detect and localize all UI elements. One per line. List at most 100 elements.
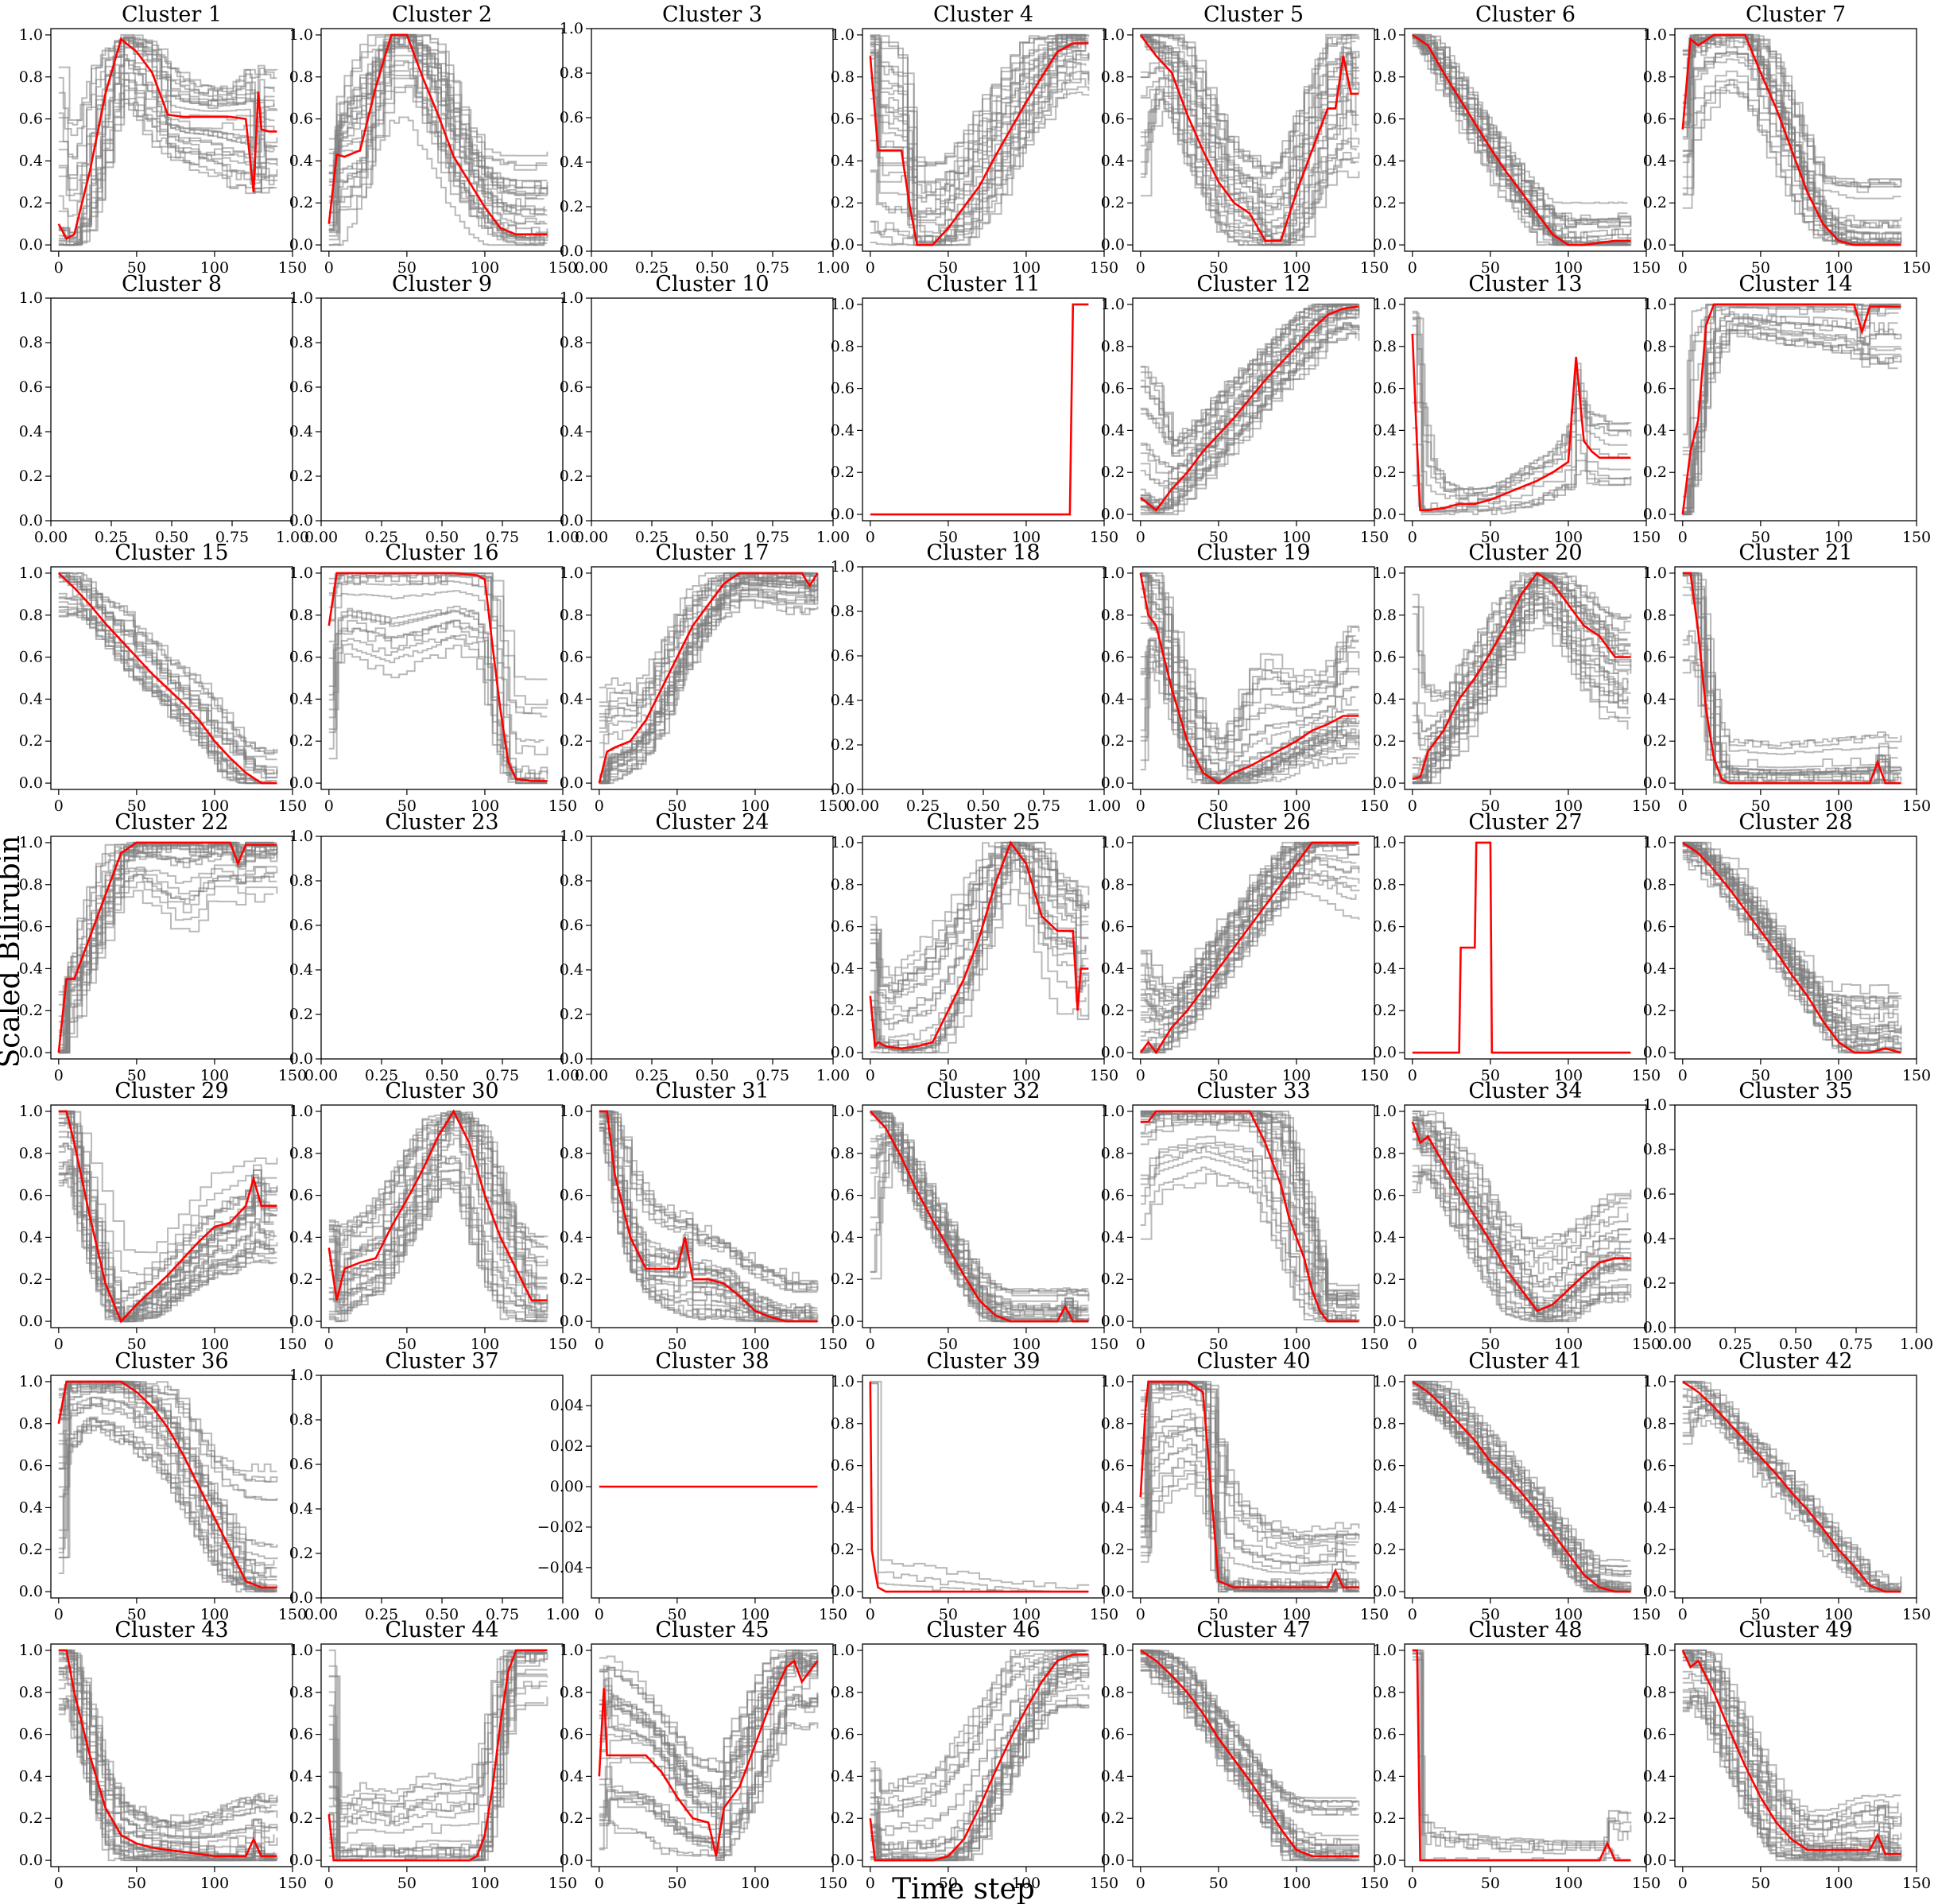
x-tick-label: 50: [668, 1875, 687, 1892]
y-tick-label: 0.4: [1101, 690, 1125, 708]
y-tick-label: 1.0: [1101, 1103, 1125, 1120]
member-trajectory: [58, 572, 275, 755]
panel-title: Cluster 23: [385, 810, 498, 835]
x-tick-label: 50: [1209, 1336, 1228, 1353]
y-tick-label: 0.8: [1373, 1415, 1397, 1433]
x-tick-label: 150: [819, 797, 847, 815]
y-tick-label: 0.2: [560, 1006, 583, 1023]
centroid-line: [1412, 33, 1631, 246]
panel-frame: [320, 297, 564, 522]
panel-frame: [1132, 836, 1375, 1060]
trajectories: [1412, 1380, 1632, 1593]
centroid-line: [328, 572, 548, 782]
member-trajectory: [1140, 98, 1359, 246]
y-tick-label: 0.0: [1373, 236, 1397, 254]
y-tick-label: 0.6: [19, 1457, 43, 1475]
panel-cluster-46: 0 50 100 150 0.0 0.2 0.4 0.6 0.8 1.0 Cluster 46: [831, 1618, 1118, 1892]
member-trajectory: [1682, 572, 1898, 769]
member-trajectory: [58, 606, 274, 785]
y-tick-label: 0.6: [831, 380, 855, 397]
x-tick-label: 50: [1209, 1067, 1228, 1084]
y-tick-label: 0.8: [289, 607, 313, 624]
member-trajectory: [328, 86, 545, 246]
trajectories: [1412, 1649, 1632, 1862]
y-tick-label: 0.8: [19, 1684, 43, 1701]
member-trajectory: [1140, 661, 1359, 785]
x-tick-label: 150: [1632, 1067, 1661, 1084]
y-tick-label: 1.0: [1643, 834, 1667, 851]
y-tick-label: 0.4: [289, 1228, 313, 1246]
member-trajectory: [1682, 572, 1898, 755]
panel-cluster-47: 0 50 100 150 0.0 0.2 0.4 0.6 0.8 1.0 Cluster 47: [1101, 1618, 1389, 1892]
member-trajectory: [328, 1155, 548, 1312]
member-trajectory: [1412, 33, 1628, 222]
panel-title: Cluster 27: [1468, 810, 1582, 835]
trajectories: [598, 572, 819, 785]
member-trajectory: [1140, 1391, 1359, 1588]
y-tick-label: 0.2: [19, 1809, 43, 1827]
panel-title: Cluster 12: [1196, 272, 1310, 297]
x-tick-label: 0.25: [365, 529, 398, 546]
y-tick-label: 1.0: [1101, 296, 1125, 313]
y-tick-label: 0.4: [560, 423, 583, 440]
x-tick-label: 100: [1012, 1606, 1041, 1623]
y-tick-label: 0.4: [560, 1767, 583, 1785]
member-trajectory: [328, 1649, 548, 1798]
y-tick-label: 1.0: [289, 564, 313, 582]
x-tick-label: 150: [1902, 1606, 1931, 1623]
centroid-line: [1681, 33, 1901, 246]
y-tick-label: 0.4: [1643, 1767, 1667, 1785]
x-tick-label: 50: [1481, 1606, 1500, 1623]
y-tick-label: 0.4: [19, 1767, 43, 1785]
centroid-line: [1681, 1650, 1901, 1856]
x-tick-label: 1.00: [1087, 797, 1121, 815]
x-tick-label: 50: [939, 1336, 958, 1353]
member-trajectory: [58, 1403, 277, 1593]
x-axis-label: Time step: [892, 1873, 1035, 1904]
centroid-line: [57, 841, 277, 1053]
y-tick-label: 0.2: [289, 467, 313, 485]
panel-cluster-9: 0.00 0.25 0.50 0.75 1.00 0.0 0.2 0.4 0.6 0.8 1.0 Cl…: [289, 272, 579, 546]
panel-title: Cluster 42: [1738, 1349, 1852, 1374]
member-trajectory: [1682, 321, 1901, 513]
x-tick-label: 50: [1751, 797, 1770, 815]
x-tick-label: 0: [1678, 259, 1688, 277]
y-tick-label: 0.2: [1643, 1274, 1667, 1292]
y-tick-label: 0.0: [1373, 1044, 1397, 1061]
member-trajectory: [328, 575, 548, 715]
member-trajectory: [1682, 1652, 1899, 1852]
y-tick-label: 1.0: [289, 1367, 313, 1384]
x-tick-label: 50: [1751, 1875, 1770, 1892]
centroid-line: [869, 1653, 1089, 1862]
member-trajectory: [1140, 667, 1356, 785]
y-tick-label: 0.6: [1373, 1187, 1397, 1204]
member-trajectory: [1140, 308, 1360, 480]
centroid-line: [869, 840, 1089, 1050]
y-tick-label: 0.6: [560, 649, 583, 666]
y-tick-label: 0.8: [289, 1684, 313, 1701]
y-tick-label: 0.8: [1643, 68, 1667, 86]
y-tick-label: 0.2: [19, 1270, 43, 1288]
x-tick-label: 100: [741, 1606, 769, 1623]
x-tick-label: 0: [1136, 1067, 1145, 1084]
member-trajectory: [1682, 79, 1901, 244]
panel-frame: [320, 28, 564, 252]
member-trajectory: [58, 1116, 278, 1321]
member-trajectory: [599, 1110, 819, 1293]
x-tick-label: 150: [278, 797, 307, 815]
member-trajectory: [599, 1723, 816, 1860]
panel-cluster-24: 0.00 0.25 0.50 0.75 1.00 0.0 0.2 0.4 0.6 0.8 1.0 Cl…: [560, 810, 850, 1084]
y-tick-label: 0.0: [1373, 1313, 1397, 1330]
member-trajectory: [58, 1705, 277, 1862]
x-tick-label: 100: [1554, 1606, 1583, 1623]
y-tick-label: 0.6: [19, 1187, 43, 1204]
member-trajectory: [328, 116, 545, 246]
member-trajectory: [1140, 574, 1356, 750]
y-tick-label: 1.0: [1101, 564, 1125, 582]
x-tick-label: 100: [1824, 1875, 1853, 1892]
x-tick-label: 0: [1408, 1067, 1417, 1084]
y-tick-label: 0.6: [1373, 649, 1397, 666]
member-trajectory: [58, 38, 275, 126]
panel-frame: [1674, 836, 1917, 1060]
y-tick-label: 0.2: [1373, 1809, 1397, 1827]
